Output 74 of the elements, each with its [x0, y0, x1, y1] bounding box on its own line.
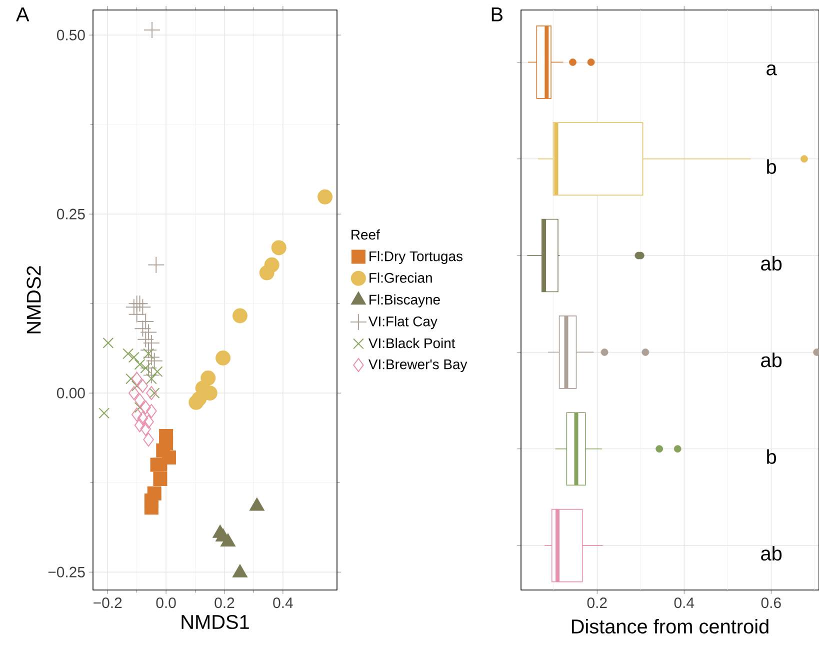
legend-label: Fl:Grecian: [370, 272, 432, 283]
point: [137, 330, 154, 348]
point: [102, 338, 114, 348]
point: [143, 432, 154, 447]
x-axis-title: NMDS1: [182, 614, 249, 630]
y-tick-label: 0.25: [56, 208, 85, 220]
chart-title: B: [492, 8, 502, 22]
point: [140, 422, 151, 436]
x-tick-label: 0.4: [273, 598, 293, 608]
point: [134, 402, 146, 413]
point: [153, 458, 168, 472]
point: [146, 352, 163, 370]
y-tick-label: 0.00: [56, 388, 85, 398]
point: [134, 393, 146, 408]
point: [128, 295, 146, 312]
point: [146, 404, 157, 418]
point: [142, 366, 160, 384]
point: [259, 265, 274, 280]
point: [137, 378, 148, 393]
point: [318, 189, 333, 204]
point: [128, 352, 140, 363]
annotation: b: [767, 449, 776, 464]
point: [140, 324, 158, 341]
point: [142, 348, 160, 366]
point: [143, 414, 154, 429]
annotation: ab: [761, 546, 782, 561]
point: [271, 240, 286, 256]
x-tick-label: 0.0: [156, 598, 176, 608]
annotation: ab: [761, 256, 782, 271]
legend-label: Fl:Dry Tortugas: [370, 250, 462, 264]
point: [188, 394, 204, 410]
legend-label: Fl:Biscayne: [370, 294, 440, 308]
y-axis-title: NMDS2: [26, 266, 41, 334]
y-tick-label: 0.50: [56, 30, 85, 40]
point: [128, 386, 140, 400]
legend-label: VI:Flat Cay: [368, 316, 438, 330]
x-tick-label: 0.2: [587, 598, 607, 608]
y-tick-label: −0.25: [48, 566, 85, 578]
point: [140, 342, 158, 359]
point: [122, 348, 134, 360]
point: [152, 366, 163, 378]
point: [125, 298, 142, 316]
legend-title: Reef: [352, 229, 380, 240]
x-axis-title: Distance from centroid: [572, 618, 768, 634]
point: [232, 308, 248, 324]
chart-title: A: [16, 8, 30, 22]
point: [143, 348, 154, 360]
point: [140, 400, 151, 414]
point: [137, 411, 148, 426]
point: [134, 418, 146, 432]
point: [148, 256, 165, 274]
point: [144, 493, 158, 508]
x-tick-label: 0.2: [214, 598, 234, 608]
x-tick-label: −0.2: [94, 598, 122, 608]
point: [98, 408, 110, 419]
point: [144, 22, 161, 39]
annotation: ab: [761, 352, 782, 368]
point: [142, 334, 160, 352]
point: [216, 350, 231, 366]
point: [131, 372, 142, 386]
point: [131, 408, 142, 422]
point: [134, 320, 152, 338]
legend-label: VI:Brewer's Bay: [368, 360, 468, 372]
annotation: a: [766, 64, 777, 76]
point: [153, 472, 168, 486]
x-tick-label: 0.4: [674, 598, 694, 608]
legend-label: VI:Black Point: [368, 338, 456, 348]
annotation: b: [767, 159, 776, 174]
x-tick-label: 0.6: [761, 598, 781, 608]
point: [134, 358, 146, 370]
point: [146, 386, 157, 400]
point: [140, 362, 152, 374]
point: [146, 373, 157, 384]
point: [148, 388, 160, 399]
